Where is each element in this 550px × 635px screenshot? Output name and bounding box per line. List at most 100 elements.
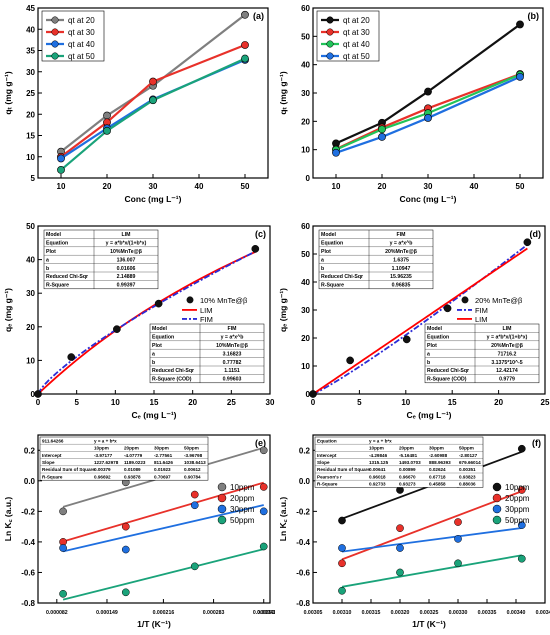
table-cell: y = a + b*x [94, 438, 117, 443]
chart-panel-b: 10 20 30 40 50 0 10 20 30 40 50 60 Conc (mg L⁻¹) qₜ (… [278, 4, 544, 204]
data-point [259, 483, 268, 491]
data-point [121, 588, 130, 597]
fit-line-lim [313, 247, 528, 394]
legend-label: LIM [475, 315, 488, 324]
data-point [454, 535, 462, 543]
y-tick-label: 40 [301, 61, 310, 70]
y-tick-label: -0.4 [296, 538, 310, 547]
x-tick-label: 30 [424, 182, 433, 191]
table-cell: Slope [42, 460, 55, 465]
table-cell: 0.99603 [223, 377, 242, 383]
x-tick-label: 15 [150, 398, 159, 407]
series-line-3 [335, 75, 521, 154]
fit-table-1: Model FIM Equation y = a*x^b Plot 10%MnTe@β a 3… [149, 323, 265, 384]
table-cell: 71716.2 [498, 351, 517, 357]
panel-label: (a) [253, 11, 264, 21]
table-cell: 10ppm [94, 446, 109, 451]
y-tick-label: 30 [301, 306, 310, 315]
x-tick-label: 0.000350 [253, 610, 275, 616]
y-tick-label: 20 [301, 117, 310, 126]
x-tick-label: 10 [401, 398, 410, 407]
y-axis-label: Ln K꜀ (a.u.) [3, 497, 13, 542]
data-point [259, 542, 268, 551]
table-cell: Model [321, 232, 337, 238]
data-point [241, 54, 249, 63]
table-cell: -3.96798 [184, 453, 203, 458]
table-cell: 0.88036 [459, 482, 476, 487]
table-cell: -2.77561 [154, 453, 173, 458]
chart-panel-f: 0.00305 0.00310 0.00315 0.00320 0.00325 0.003… [278, 434, 550, 629]
table-cell: 1189.0223 [124, 460, 146, 465]
table-cell: Equation [46, 241, 68, 247]
x-axis-label: Conc (mg L⁻¹) [125, 194, 182, 204]
fit-table-0: Model LIM Equation y = a*b*x/(1+b*x) Plot 10%… [43, 229, 159, 290]
data-point [67, 353, 76, 361]
table-cell: 20%MnTe@β [491, 343, 523, 349]
legend-marker [51, 40, 59, 48]
x-tick-label: 5 [357, 398, 362, 407]
data-point [251, 244, 260, 253]
data-point [332, 148, 340, 157]
table-cell: 911.64266 [42, 438, 64, 443]
table-cell: Reduced Chi-Sqr [321, 274, 363, 280]
legend-marker [492, 482, 502, 492]
table-cell: 0.92733 [369, 482, 386, 487]
table-cell: 0.00612 [184, 467, 201, 472]
regression-table: Equation y = a + b*x 10ppm 20ppm 30ppm 50ppm I… [314, 436, 484, 488]
legend-label: qt at 40 [343, 40, 370, 49]
y-tick-label: 15 [26, 132, 35, 141]
legend-marker [492, 493, 502, 503]
legend-marker [51, 52, 59, 60]
table-cell: 12.42174 [496, 368, 518, 374]
chart-panel-d: 0 5 10 15 20 25 0 10 20 30 40 50 60 Cₑ (mg L⁻¹) qₑ (mg… [278, 222, 550, 420]
legend-label: qt at 30 [68, 28, 95, 37]
legend-marker [326, 16, 334, 24]
table-cell: 1.10947 [392, 266, 411, 272]
data-point [516, 20, 524, 29]
y-axis-label: qₜ (mg g⁻¹) [3, 71, 13, 115]
table-cell: 0.00379 [94, 467, 111, 472]
table-cell: y = a*x^b [221, 335, 244, 341]
fit-table-1: Model LIM Equation y = a*b*x/(1+b*x) Plot 20%… [424, 323, 540, 384]
data-point [190, 490, 199, 499]
legend-marker [461, 296, 469, 304]
data-point [259, 446, 268, 455]
table-cell: 0.96692 [94, 474, 111, 479]
data-point [338, 544, 346, 552]
data-point [517, 554, 526, 563]
table-cell: -4.29846 [369, 453, 388, 458]
y-tick-label: 20 [26, 110, 35, 119]
table-cell: b [321, 266, 324, 272]
table-cell: 1227.62978 [94, 460, 119, 465]
legend-label: 10ppm [505, 483, 530, 492]
table-cell: 1.1151 [224, 368, 240, 374]
legend-marker [326, 28, 334, 36]
y-tick-label: 0.0 [24, 477, 36, 486]
table-cell: 0.93878 [124, 474, 141, 479]
data-point [346, 356, 354, 365]
fit-line-2 [62, 504, 264, 553]
x-tick-label: 0.00340 [507, 610, 526, 616]
legend-label: 10ppm [230, 483, 255, 492]
data-point [57, 166, 65, 174]
table-cell: 0.01923 [154, 467, 171, 472]
regression-table: 911.64266 y = a + b*x 10ppm 20ppm 30ppm 50ppm… [39, 436, 209, 481]
fit-line-3 [62, 548, 264, 601]
table-cell: R-Square [317, 482, 338, 487]
chart-panel-c: 0 5 10 15 20 25 30 0 10 20 30 40 50 Cₑ (mg L⁻¹) qₑ (mg… [3, 222, 275, 420]
legend-label: qt at 20 [68, 16, 95, 25]
x-tick-label: 0.000216 [153, 610, 175, 616]
y-tick-label: 30 [301, 89, 310, 98]
x-tick-label: 0.00335 [478, 610, 497, 616]
x-tick-label: 30 [266, 398, 275, 407]
table-cell: Plot [46, 249, 56, 255]
data-point [149, 77, 157, 86]
legend-marker [217, 482, 227, 492]
table-cell: 0.90784 [184, 474, 201, 479]
data-point [396, 524, 404, 533]
x-tick-label: 0.000417 [257, 610, 275, 616]
table-cell: y = a*x^b [390, 241, 413, 247]
table-cell: 0.02624 [429, 467, 446, 472]
x-tick-label: 40 [470, 182, 479, 191]
table-cell: b [46, 266, 49, 272]
